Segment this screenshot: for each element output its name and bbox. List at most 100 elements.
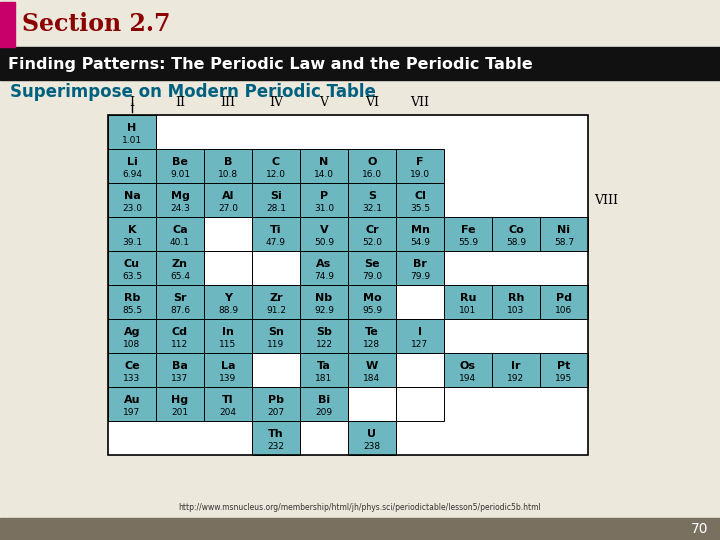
Bar [252, 149, 300, 183]
Text: 238: 238 [364, 442, 381, 451]
Text: II: II [175, 96, 185, 109]
Bar [156, 353, 204, 387]
Bar [108, 217, 156, 251]
Bar [204, 285, 252, 319]
Text: 23.0: 23.0 [122, 204, 142, 213]
Bar [252, 183, 300, 217]
Text: Ag: Ag [124, 327, 140, 336]
Text: 52.0: 52.0 [362, 238, 382, 247]
Bar [396, 251, 444, 285]
Bar [540, 353, 588, 387]
Text: 91.2: 91.2 [266, 306, 286, 315]
Text: K: K [127, 225, 136, 234]
Text: VII: VII [410, 96, 430, 109]
Bar [396, 387, 444, 421]
Text: Se: Se [364, 259, 379, 268]
Text: 47.9: 47.9 [266, 238, 286, 247]
Text: 27.0: 27.0 [218, 204, 238, 213]
Text: Pt: Pt [557, 361, 571, 370]
Bar [108, 387, 156, 421]
Text: Bi: Bi [318, 395, 330, 404]
Bar [252, 217, 300, 251]
Text: 79.9: 79.9 [410, 272, 430, 281]
Text: 40.1: 40.1 [170, 238, 190, 247]
Text: III: III [220, 96, 235, 109]
Bar [156, 149, 204, 183]
Text: Sb: Sb [316, 327, 332, 336]
Bar [252, 421, 300, 455]
Bar [252, 353, 300, 387]
Text: 39.1: 39.1 [122, 238, 142, 247]
Text: Cr: Cr [365, 225, 379, 234]
Text: Zr: Zr [269, 293, 283, 302]
Text: La: La [221, 361, 235, 370]
Bar [540, 217, 588, 251]
Text: Fe: Fe [461, 225, 475, 234]
Bar [300, 183, 348, 217]
Text: 207: 207 [267, 408, 284, 417]
Bar [204, 149, 252, 183]
Text: As: As [316, 259, 332, 268]
Bar [108, 319, 156, 353]
Text: In: In [222, 327, 234, 336]
Bar [156, 183, 204, 217]
Bar [252, 251, 300, 285]
Bar [300, 217, 348, 251]
Bar [348, 319, 396, 353]
Bar [396, 285, 444, 319]
Text: Li: Li [127, 157, 138, 166]
Bar [396, 217, 444, 251]
Text: 232: 232 [268, 442, 284, 451]
Text: Pd: Pd [556, 293, 572, 302]
Bar [108, 285, 156, 319]
Text: 65.4: 65.4 [170, 272, 190, 281]
Text: Ba: Ba [172, 361, 188, 370]
Text: Mg: Mg [171, 191, 189, 200]
Bar [300, 387, 348, 421]
Text: http://www.msnucleus.org/membership/html/jh/phys.sci/periodictable/lesson5/perio: http://www.msnucleus.org/membership/html… [179, 503, 541, 512]
Text: 192: 192 [508, 374, 525, 383]
Text: W: W [366, 361, 378, 370]
Text: 32.1: 32.1 [362, 204, 382, 213]
Bar [156, 251, 204, 285]
Text: Pb: Pb [268, 395, 284, 404]
Bar [444, 217, 492, 251]
Bar [204, 319, 252, 353]
Text: 201: 201 [171, 408, 189, 417]
Text: Rb: Rb [124, 293, 140, 302]
Bar [348, 353, 396, 387]
Bar [348, 149, 396, 183]
Text: O: O [367, 157, 377, 166]
Text: 58.7: 58.7 [554, 238, 574, 247]
Text: 85.5: 85.5 [122, 306, 142, 315]
Text: 16.0: 16.0 [362, 170, 382, 179]
Bar [156, 217, 204, 251]
Bar [108, 149, 156, 183]
Text: 197: 197 [123, 408, 140, 417]
Text: V: V [320, 225, 328, 234]
Bar [492, 217, 540, 251]
Text: Ir: Ir [511, 361, 521, 370]
Text: Br: Br [413, 259, 427, 268]
Bar [540, 285, 588, 319]
Text: Ni: Ni [557, 225, 570, 234]
Bar [300, 285, 348, 319]
Bar [156, 285, 204, 319]
Text: 1.01: 1.01 [122, 136, 142, 145]
Text: Tl: Tl [222, 395, 234, 404]
Text: 184: 184 [364, 374, 381, 383]
Text: 103: 103 [508, 306, 525, 315]
Bar [0, 518, 720, 540]
Bar [396, 353, 444, 387]
Bar [348, 387, 396, 421]
Bar [108, 115, 588, 455]
Text: V: V [320, 96, 328, 109]
Bar [348, 251, 396, 285]
Text: VI: VI [365, 96, 379, 109]
Text: 87.6: 87.6 [170, 306, 190, 315]
Text: 28.1: 28.1 [266, 204, 286, 213]
Text: Th: Th [268, 429, 284, 438]
Bar [0, 2, 15, 47]
Text: Ru: Ru [460, 293, 476, 302]
Text: I: I [418, 327, 422, 336]
